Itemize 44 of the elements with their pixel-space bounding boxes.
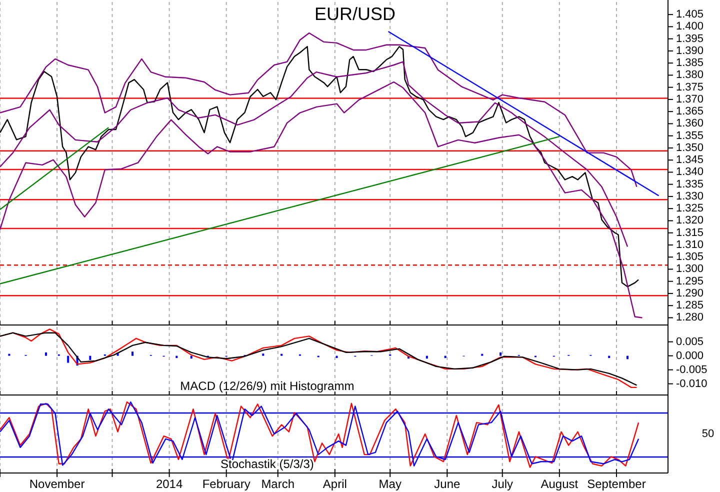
y-tick-label: 1.345 [676,154,704,166]
y-tick-label: 1.305 [676,251,704,264]
y-tick-label: 1.295 [676,275,704,288]
y-tick-label: 1.400 [676,20,704,33]
y-tick-label: -0.010 [676,378,708,390]
y-tick-label: 1.395 [676,32,704,45]
y-tick-label: -0.005 [676,364,708,376]
y-tick-label: 1.335 [676,178,704,190]
x-tick-label: July [492,477,514,491]
x-tick-label: March [261,477,295,491]
y-tick-label: 1.370 [676,93,704,106]
text: Stochastik (5/3/3) [220,457,314,471]
y-tick-label: 1.360 [676,118,704,130]
y-tick-label: 1.330 [676,190,704,202]
x-tick-label: May [378,477,402,491]
y-tick-label: 0.005 [676,336,704,348]
y-tick-label: 1.365 [676,106,704,118]
chart-title: EUR/USD [314,4,396,24]
y-tick-label: 1.375 [676,81,704,94]
y-tick-label: 1.310 [676,238,704,251]
x-tick-label: November [29,477,85,491]
y-tick-label: 1.405 [676,8,704,21]
y-tick-label: 1.280 [676,312,704,324]
x-tick-label: 2014 [156,477,183,491]
y-tick-label: 1.355 [676,130,704,142]
y-tick-label: 0.000 [676,350,704,362]
y-tick-label: 1.340 [676,166,704,178]
y-tick-label: 1.290 [676,287,704,300]
x-tick-label: February [202,477,250,491]
y-tick-label: 1.285 [676,300,704,312]
y-tick-label: 1.315 [676,226,704,239]
x-tick-label: August [540,477,579,491]
y-tick-label: 1.320 [676,214,704,227]
y-tick-label: 1.380 [676,69,704,82]
text: 50 [702,428,714,440]
y-tick-label: 1.300 [676,263,704,276]
y-tick-label: 1.350 [676,142,704,154]
y-tick-label: 1.390 [676,44,704,57]
y-tick-label: 1.385 [676,57,704,70]
text: MACD (12/26/9) mit Histogramm [180,379,354,393]
x-tick-label: June [434,477,461,491]
y-tick-label: 1.325 [676,202,704,215]
x-tick-label: April [322,477,347,491]
x-tick-label: September [587,477,646,491]
